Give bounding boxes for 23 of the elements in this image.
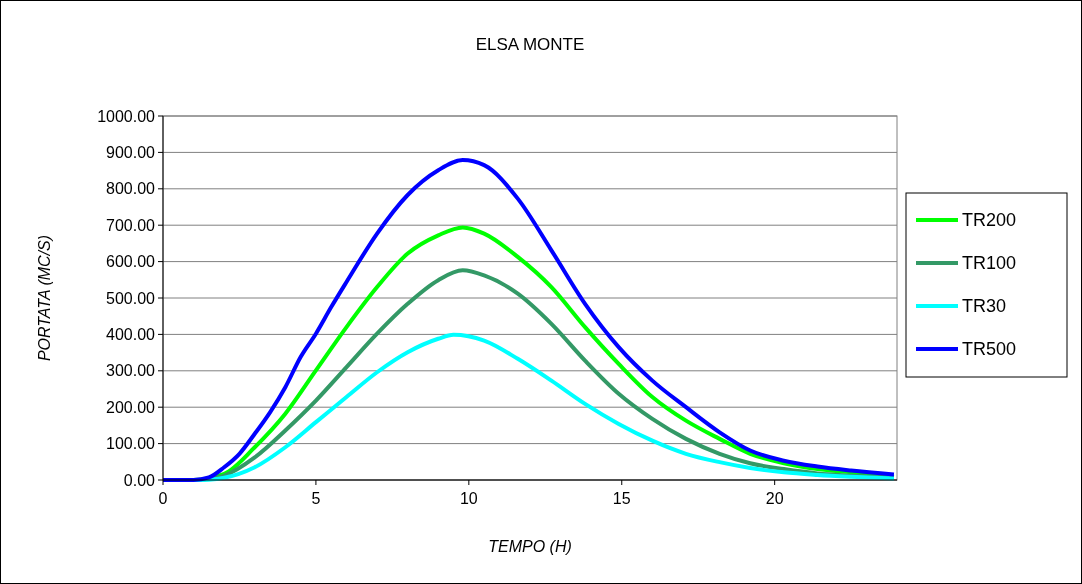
y-tick-label: 900.00 (106, 144, 156, 161)
legend-label: TR30 (962, 296, 1007, 317)
y-tick-label: 600.00 (106, 253, 156, 271)
y-tick-label: 500.00 (106, 289, 156, 307)
x-axis-title: TEMPO (H) (488, 538, 572, 555)
x-tick-label: 20 (765, 490, 784, 507)
x-tick-label: 15 (612, 490, 631, 507)
y-axis-title: PORTATA (MC/S) (36, 234, 53, 362)
y-tick-label: 100.00 (106, 435, 156, 453)
y-tick-label: 300.00 (106, 362, 156, 380)
legend-label: TR100 (962, 253, 1017, 274)
y-tick-label: 200.00 (106, 398, 156, 416)
legend-label: TR200 (962, 210, 1017, 231)
y-tick-label: 400.00 (106, 326, 156, 343)
y-tick-label: 1000.00 (97, 107, 156, 125)
chart-title: ELSA MONTE (475, 35, 585, 54)
x-tick-label: 5 (311, 490, 321, 507)
y-tick-label: 800.00 (106, 180, 156, 198)
y-tick-label: 700.00 (106, 216, 156, 234)
legend-label: TR500 (962, 339, 1017, 360)
y-tick-label: 0.00 (123, 471, 156, 489)
x-tick-label: 0 (158, 490, 168, 507)
x-tick-label: 10 (459, 490, 478, 507)
